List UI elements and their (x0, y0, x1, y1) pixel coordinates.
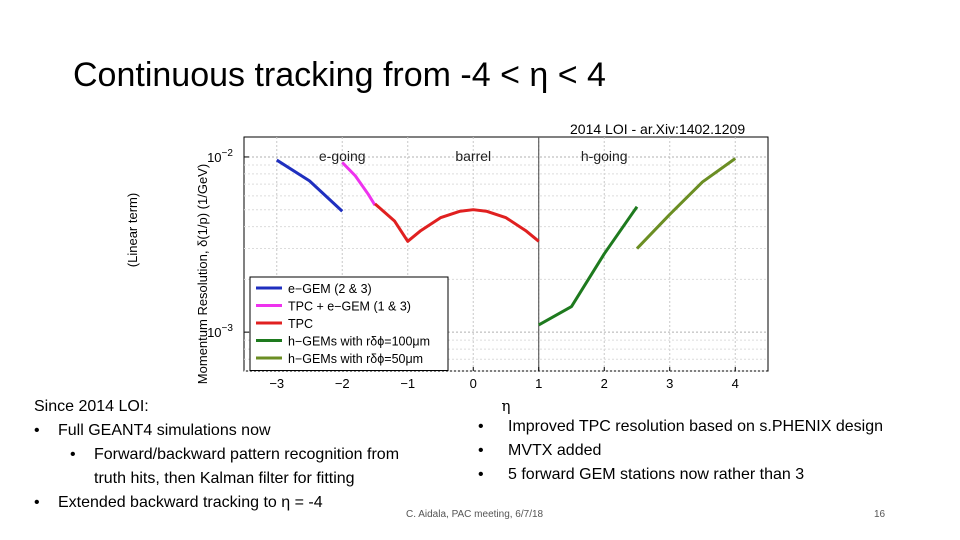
list-item: • Improved TPC resolution based on s.PHE… (478, 415, 948, 439)
bullet: • (478, 442, 484, 459)
region-label: h-going (581, 148, 628, 164)
legend-label: TPC + e−GEM (1 & 3) (288, 300, 411, 314)
legend-label: h−GEMs with rδϕ=100μm (288, 335, 430, 349)
series-line (374, 202, 540, 243)
series-line (538, 205, 639, 327)
series-lines (275, 157, 737, 327)
sub-list-item-continuation: truth hits, then Kalman filter for fitti… (94, 470, 355, 487)
x-tick-label: 3 (666, 376, 673, 391)
sub-list-item: • Forward/backward pattern recognition f… (34, 443, 474, 467)
axes: e-going barrel h-going −3 −2 −1 0 1 2 3 4 η 10−2 10−3… (195, 148, 739, 415)
chart-reference: 2014 LOI - ar.Xiv:1402.1209 (570, 121, 746, 137)
series-line (635, 157, 737, 250)
list-item: • 5 forward GEM stations now rather than… (478, 463, 948, 487)
x-tick-label: 2 (601, 376, 608, 391)
bullet: • (478, 418, 484, 435)
list-item-text: MVTX added (508, 442, 602, 459)
bullet: • (34, 494, 40, 511)
legend-label: TPC (288, 317, 313, 331)
list-item: • Extended backward tracking to η = -4 (34, 491, 474, 515)
notes-left: Since 2014 LOI: • Full GEANT4 simulation… (34, 395, 474, 515)
page-number: 16 (874, 509, 886, 520)
notes-right: • Improved TPC resolution based on s.PHE… (478, 415, 948, 487)
footer-credit: C. Aidala, PAC meeting, 6/7/18 (406, 509, 544, 520)
legend-box (249, 276, 449, 371)
x-tick-label: 0 (470, 376, 477, 391)
list-item-text: Improved TPC resolution based on s.PHENI… (508, 418, 884, 435)
y-tick-label: 10−2 (207, 148, 233, 165)
region-label: barrel (455, 148, 491, 164)
bullet: • (70, 446, 76, 463)
slide-title: Continuous tracking from -4 < η < 4 (73, 56, 606, 94)
x-tick-label: −1 (400, 376, 415, 391)
x-axis-label: η (502, 397, 511, 415)
series-line (275, 158, 344, 213)
legend: e−GEM (2 & 3) TPC + e−GEM (1 & 3) TPC h−GEM… (249, 276, 449, 371)
notes-heading: Since 2014 LOI: (34, 398, 149, 415)
list-item: • Full GEANT4 simulations now (34, 419, 474, 443)
list-item-text: 5 forward GEM stations now rather than 3 (508, 466, 805, 483)
y-tick-label: 10−3 (207, 323, 233, 340)
x-tick-label: 1 (535, 376, 542, 391)
y-axis-label: Momentum Resolution, δ(1/p) (1/GeV) (195, 164, 210, 384)
region-label: e-going (319, 148, 366, 164)
legend-label: e−GEM (2 & 3) (288, 282, 372, 296)
bullet: • (478, 466, 484, 483)
list-item-text: Full GEANT4 simulations now (58, 422, 271, 439)
x-tick-label: −3 (269, 376, 284, 391)
bullet: • (34, 422, 40, 439)
list-item-text: Extended backward tracking to η = -4 (58, 494, 323, 511)
list-item: • MVTX added (478, 439, 948, 463)
x-tick-label: 4 (732, 376, 739, 391)
legend-label: h−GEMs with rδϕ=50μm (288, 352, 423, 366)
grid (244, 137, 768, 372)
sub-item-text: Forward/backward pattern recognition fro… (94, 446, 400, 463)
x-tick-label: −2 (335, 376, 350, 391)
series-line (341, 161, 377, 207)
